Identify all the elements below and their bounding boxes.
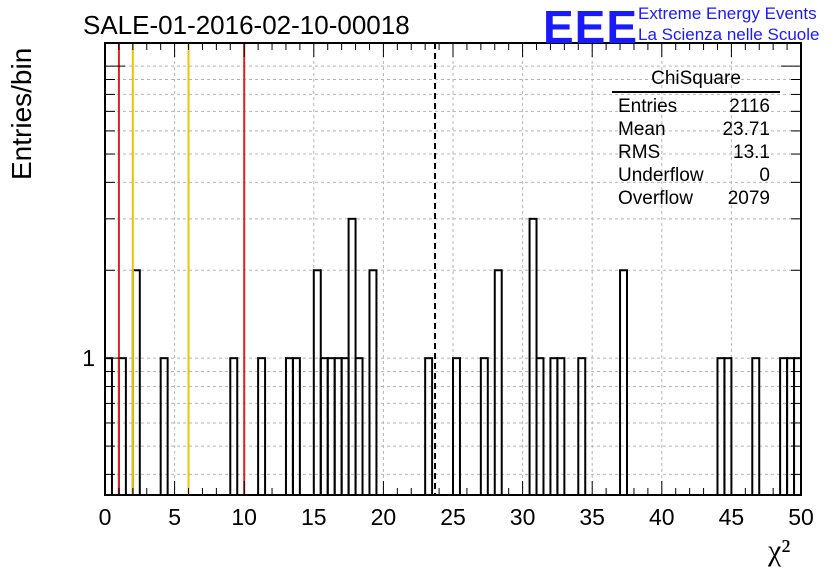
x-tick-label: 35	[579, 504, 605, 530]
x-tick-label: 0	[99, 504, 112, 530]
logo-line-2: La Scienza nelle Scuole	[638, 25, 820, 44]
stats-row-entries: Entries 2116	[618, 96, 770, 117]
x-tick-label: 15	[301, 504, 327, 530]
histogram-bar	[368, 269, 378, 496]
histogram-bar	[619, 269, 628, 496]
histogram-bar	[528, 217, 538, 496]
stats-row-underflow: Underflow 0	[618, 165, 770, 186]
logo-line-1: Extreme Energy Events	[638, 4, 817, 23]
histogram-bar	[131, 269, 141, 496]
x-tick-label: 20	[371, 504, 397, 530]
x-tick-label: 40	[649, 504, 675, 530]
x-axis-label: χ²	[768, 534, 791, 567]
x-tick-label: 45	[719, 504, 745, 530]
histogram-bar	[347, 217, 357, 496]
y-axis-label: Entries/bin	[6, 47, 37, 180]
threshold-lines	[117, 43, 437, 495]
histogram-bar	[312, 269, 322, 496]
histogram-bar	[493, 269, 503, 496]
ticks: 0 5 10 15 20 25 30 35 40 45 50 1	[82, 43, 814, 530]
stats-box: ChiSquare Entries 2116 Mean 23.71 RMS 13.1 …	[612, 68, 780, 210]
x-tick-label: 5	[168, 504, 181, 530]
y-tick-label: 1	[82, 345, 95, 371]
x-tick-label: 10	[231, 504, 257, 530]
stats-row-overflow: Overflow 2079	[618, 188, 770, 209]
x-tick-label: 25	[440, 504, 466, 530]
stats-title: ChiSquare	[612, 68, 780, 93]
eee-logo: EEE	[543, 1, 639, 53]
chart-title: SALE-01-2016-02-10-00018	[83, 10, 410, 40]
x-tick-label: 30	[510, 504, 536, 530]
x-tick-label: 50	[788, 504, 814, 530]
stats-row-rms: RMS 13.1	[618, 142, 770, 163]
stats-row-mean: Mean 23.71	[618, 119, 770, 140]
